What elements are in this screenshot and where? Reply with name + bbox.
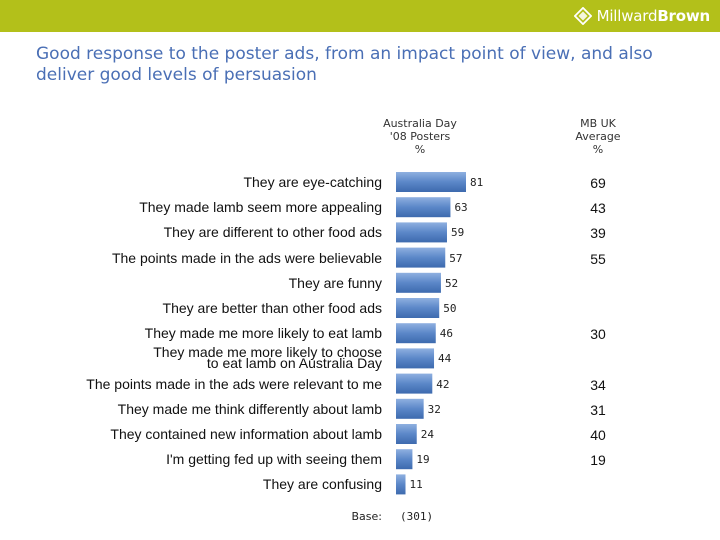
bar-value-label: 50 <box>443 302 457 315</box>
brand-name-bold: Brown <box>657 7 710 25</box>
bar <box>396 373 433 394</box>
category-label-line: They are funny <box>288 274 382 291</box>
mb-average-value: 39 <box>590 225 606 242</box>
category-label-line: They are eye-catching <box>243 174 382 190</box>
bar <box>396 424 417 444</box>
column-header-mb-average: MB UK Average % <box>558 117 638 156</box>
bar <box>396 298 440 318</box>
mb-average-value: 40 <box>590 427 606 443</box>
category-label-line: The points made in the ads were believab… <box>111 249 382 266</box>
category-label: They are confusing <box>263 477 382 491</box>
category-label-line: The points made in the ads were relevant… <box>86 375 382 392</box>
mb-average-value: 43 <box>590 200 606 217</box>
category-label-line: They made me more likely to choose <box>153 344 382 361</box>
base-label: Base: <box>351 510 383 523</box>
mb-average-value: 55 <box>590 250 606 267</box>
slide-title: Good response to the poster ads, from an… <box>36 44 653 85</box>
bar <box>396 323 436 344</box>
header-bar <box>0 0 720 32</box>
bar <box>396 449 413 470</box>
category-label: They contained new information about lam… <box>110 427 382 441</box>
category-label-line: They are confusing <box>262 476 382 493</box>
bar-value-label: 63 <box>454 201 468 215</box>
category-label-line: They contained new information about lam… <box>110 426 382 442</box>
category-label: They made me think differently about lam… <box>118 402 382 416</box>
category-label: They are different to other food ads <box>164 225 382 239</box>
category-label-line: I'm getting fed up with seeing them <box>166 451 382 468</box>
brand-name-light: Millward <box>596 7 658 25</box>
category-label-line: They made lamb seem more appealing <box>139 199 382 216</box>
bar-value-label: 24 <box>420 428 434 441</box>
bar-value-label: 11 <box>409 478 423 492</box>
bar <box>396 247 446 268</box>
category-label-line: They made me more likely to eat lamb <box>144 325 382 342</box>
bar-value-label: 52 <box>444 276 459 290</box>
column-header-posters: Australia Day '08 Posters % <box>365 117 475 156</box>
bar <box>396 398 424 419</box>
category-label-line: They are better than other food ads <box>162 300 382 316</box>
bar-value-label: 44 <box>438 352 452 366</box>
mb-average-value: 34 <box>590 376 606 393</box>
brand-name: MillwardBrown <box>596 7 711 25</box>
category-label: The points made in the ads were relevant… <box>86 377 382 391</box>
mb-average-value: 30 <box>590 326 606 343</box>
bar-value-label: 59 <box>450 226 465 240</box>
column-header-mb-line: MB UK <box>580 117 616 130</box>
category-label-line: to eat lamb on Australia Day <box>206 355 382 372</box>
mb-average-value: 69 <box>590 175 606 191</box>
mb-average-value: 19 <box>590 452 606 469</box>
brand-logo: MillwardBrown <box>573 5 711 27</box>
category-label-line: They made me think differently about lam… <box>117 400 382 417</box>
bar <box>396 222 447 243</box>
bar <box>396 348 435 369</box>
column-header-posters-line: % <box>414 143 426 156</box>
mb-average-value: 31 <box>590 401 606 418</box>
millward-brown-logo-icon <box>573 7 592 25</box>
bar-value-label: 42 <box>436 377 450 391</box>
bar-value-label: 46 <box>439 327 453 341</box>
bar <box>396 197 451 218</box>
bar <box>396 272 441 293</box>
category-label: They made me more likely to choose to eat… <box>153 344 382 372</box>
category-label: They are funny <box>289 276 382 290</box>
category-label: I'm getting fed up with seeing them <box>166 452 382 466</box>
category-label: They made lamb seem more appealing <box>139 200 382 214</box>
bar <box>396 474 406 495</box>
bar-value-label: 32 <box>427 402 441 416</box>
column-header-mb-line: Average <box>575 130 621 143</box>
bar-value-label: 81 <box>470 176 484 189</box>
category-label: They are better than other food ads <box>163 301 382 315</box>
column-header-posters-line: '08 Posters <box>389 130 451 143</box>
bar-value-label: 57 <box>449 251 463 265</box>
category-label-line: They are different to other food ads <box>163 224 382 241</box>
column-header-mb-line: % <box>592 143 604 156</box>
category-label: They made me more likely to eat lamb <box>145 326 382 340</box>
category-label: The points made in the ads were believab… <box>112 251 382 265</box>
column-header-posters-line: Australia Day <box>383 117 457 130</box>
category-label: They are eye-catching <box>243 175 382 189</box>
bar-value-label: 19 <box>416 453 430 467</box>
bar <box>396 172 466 192</box>
base-value: (301) <box>400 510 434 523</box>
